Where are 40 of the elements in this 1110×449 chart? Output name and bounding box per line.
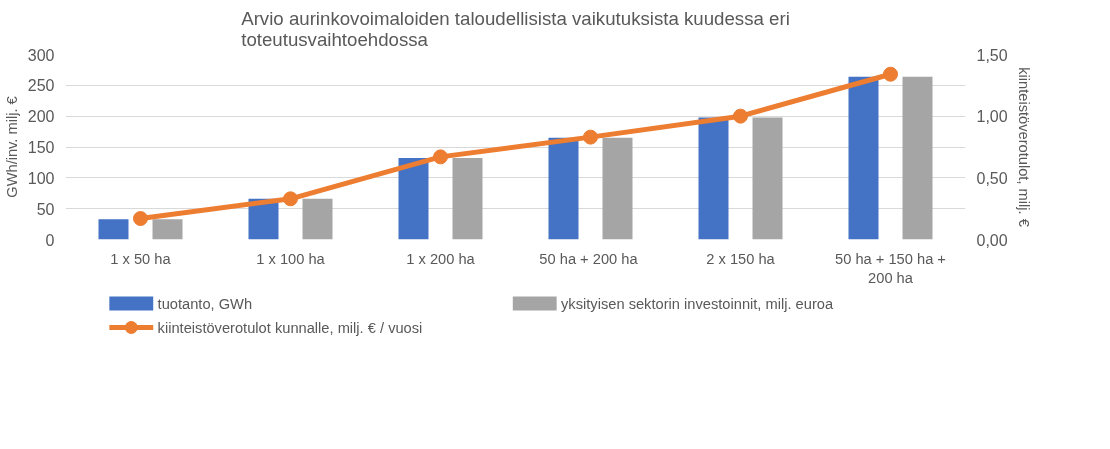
- chart-title: Arvio aurinkovoimaloiden taloudellisista vaikutuksista kuudessa eri toteutusvaihtoehdossa: [241, 7, 790, 50]
- y2-tick-label: 1,50: [976, 46, 1008, 64]
- bar: [302, 198, 333, 240]
- x-tick-label: 50 ha + 200 ha: [539, 250, 639, 267]
- x-tick-label: 1 x 50 ha: [110, 250, 172, 267]
- y-tick-label: 300: [27, 46, 55, 64]
- bar: [848, 76, 879, 240]
- point: [883, 66, 898, 82]
- y2-axis-title: kiinteistöverotulot, milj. €: [1015, 67, 1032, 227]
- x-tick-label: 2 x 150 ha: [706, 250, 776, 267]
- bar: [398, 158, 429, 240]
- x-tick-label: 1 x 100 ha: [256, 250, 326, 267]
- legend-label: yksityisen sektorin investoinnit, milj. euroa: [561, 295, 834, 312]
- y-tick-label: 250: [27, 77, 55, 95]
- bar: [152, 219, 183, 240]
- y-tick-label: 200: [27, 108, 55, 126]
- legend-label: tuotanto, GWh: [157, 295, 253, 312]
- bar: [602, 137, 633, 240]
- bar: [902, 76, 933, 240]
- y-axis-title: GWh/inv. milj. €: [3, 96, 20, 198]
- y2-tick-label: 0,00: [976, 231, 1008, 249]
- bar: [98, 219, 129, 240]
- point: [583, 129, 598, 145]
- y2-tick-label: 1,00: [976, 108, 1008, 126]
- bar: [452, 158, 483, 240]
- point: [283, 191, 298, 207]
- y2-tick-label: 0,50: [976, 169, 1008, 187]
- y-tick-label: 150: [27, 139, 55, 156]
- x-tick-label: 1 x 200 ha: [406, 250, 476, 267]
- bar: [698, 117, 729, 240]
- bar: [548, 137, 579, 240]
- point: [133, 211, 148, 227]
- point: [733, 108, 748, 124]
- legend-label: kiinteistöverotulot kunnalle, milj. € / vuosi: [157, 319, 423, 336]
- x-tick-label: 50 ha + 150 ha + 200 ha: [835, 250, 946, 286]
- y-tick-label: 50: [36, 200, 55, 218]
- y-tick-label: 100: [27, 169, 55, 187]
- point: [433, 149, 448, 165]
- y-tick-label: 0: [45, 231, 55, 249]
- bar: [752, 117, 783, 240]
